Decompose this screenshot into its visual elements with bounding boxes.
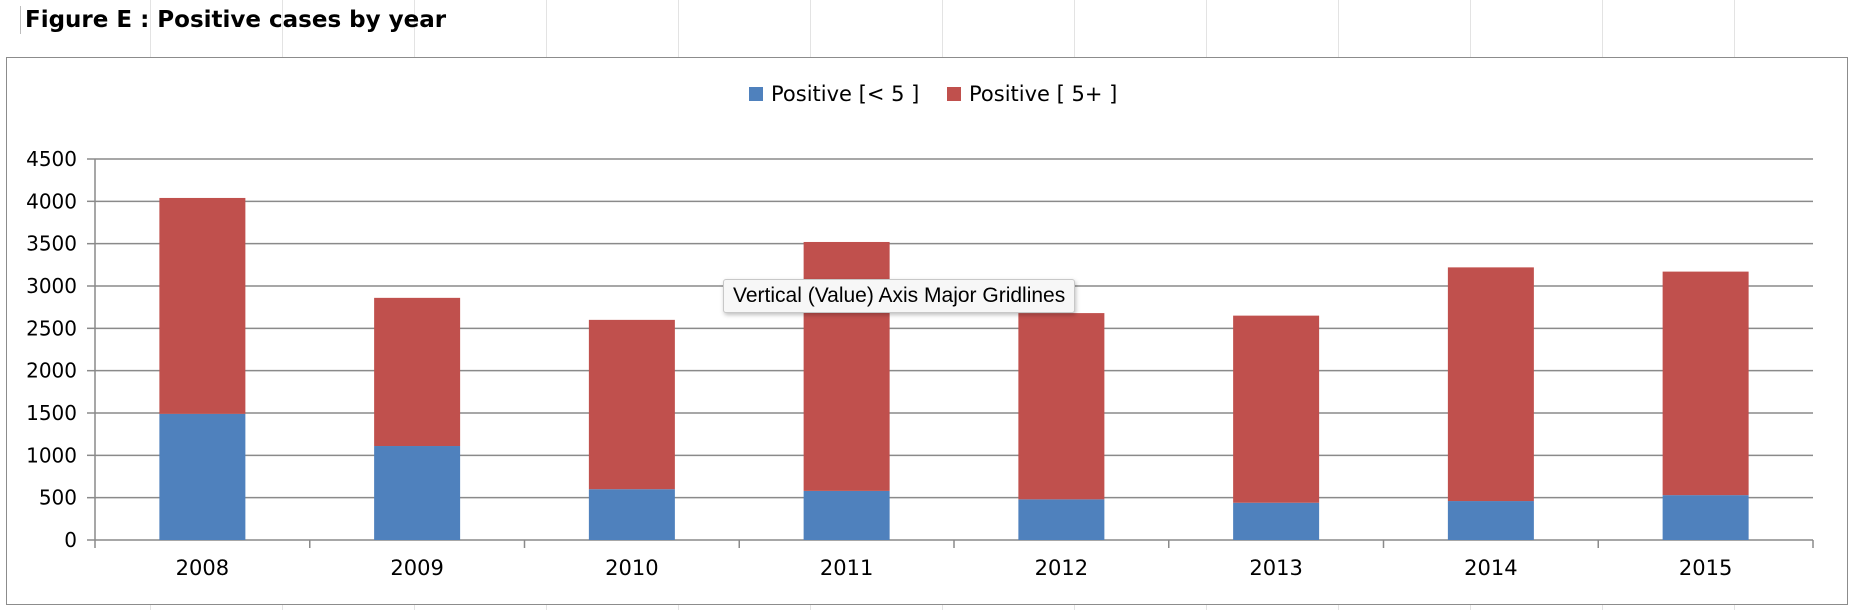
y-tick-label: 4500 — [26, 147, 77, 171]
y-tick-label: 2000 — [26, 359, 77, 383]
x-tick-label: 2008 — [176, 556, 229, 580]
x-tick-label: 2011 — [820, 556, 873, 580]
bar-positive-5plus — [159, 197, 246, 414]
y-tick-label: 500 — [39, 486, 77, 510]
bar-positive-under5 — [803, 490, 890, 540]
stacked-bar-chart[interactable]: 0 500 1000 1500 2000 2500 3000 3500 4000 4500 2008… — [7, 58, 1847, 604]
x-tick-label: 2015 — [1679, 556, 1732, 580]
bar-positive-5plus — [1662, 271, 1749, 496]
bar-positive-5plus — [1018, 313, 1105, 500]
x-tick-label: 2014 — [1464, 556, 1517, 580]
y-tick-label: 0 — [64, 528, 77, 552]
x-tick-label: 2013 — [1249, 556, 1302, 580]
y-tick-label: 3500 — [26, 232, 77, 256]
bar-positive-5plus — [588, 319, 675, 490]
bar-positive-under5 — [1662, 495, 1749, 540]
bar-positive-under5 — [588, 489, 675, 540]
x-tick-label: 2010 — [605, 556, 658, 580]
bar-positive-under5 — [1447, 501, 1534, 540]
bar-positive-5plus — [1233, 315, 1320, 503]
legend-swatch-under5 — [749, 87, 763, 101]
chart-area[interactable]: 0 500 1000 1500 2000 2500 3000 3500 4000 4500 2008… — [6, 57, 1848, 605]
legend-label-under5: Positive [< 5 ] — [771, 82, 919, 106]
x-tick-label: 2012 — [1035, 556, 1088, 580]
y-tick-label: 2500 — [26, 316, 77, 340]
legend-swatch-5plus — [947, 87, 961, 101]
y-tick-label: 3000 — [26, 274, 77, 298]
y-tick-label: 4000 — [26, 189, 77, 213]
bar-positive-5plus — [374, 297, 461, 447]
bar-positive-under5 — [1233, 502, 1320, 540]
bar-positive-under5 — [1018, 499, 1105, 540]
bar-positive-under5 — [159, 413, 246, 540]
y-tick-label: 1500 — [26, 401, 77, 425]
legend-label-5plus: Positive [ 5+ ] — [969, 82, 1117, 106]
gridlines-tooltip: Vertical (Value) Axis Major Gridlines — [723, 279, 1076, 313]
y-tick-label: 1000 — [26, 443, 77, 467]
figure-title: Figure E : Positive cases by year — [20, 6, 446, 34]
x-tick-label: 2009 — [390, 556, 443, 580]
bar-positive-5plus — [1447, 267, 1534, 502]
bar-positive-under5 — [374, 446, 461, 540]
